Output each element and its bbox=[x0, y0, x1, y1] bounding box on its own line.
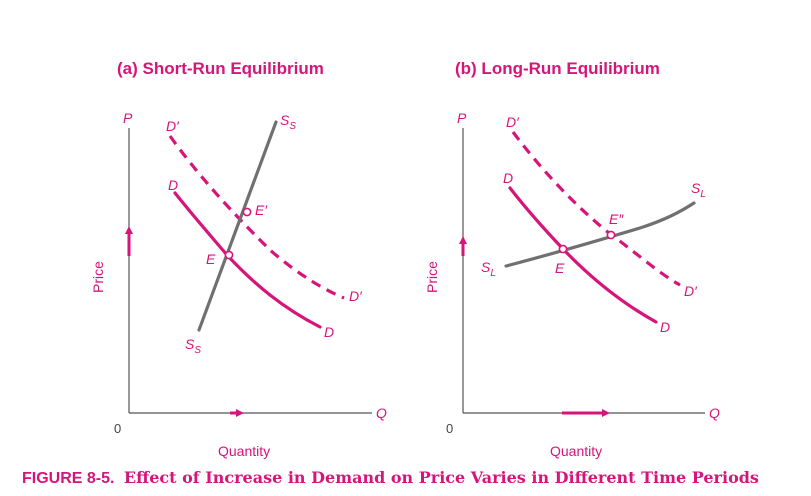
y-axis-title: Price bbox=[90, 261, 106, 293]
y-axis-letter: P bbox=[457, 110, 467, 126]
label-demand-new-top: D′ bbox=[166, 118, 180, 134]
label-equilibrium-e: E bbox=[555, 260, 565, 276]
figure-caption: FIGURE 8-5. Effect of Increase in Demand… bbox=[22, 468, 759, 487]
label-supply-right: SL bbox=[691, 180, 706, 200]
label-demand-new-end: D′ bbox=[684, 283, 698, 299]
panel-long-run: (b) Long-Run Equilibrium P Q 0 Quantity … bbox=[424, 59, 720, 459]
supply-curve-short-run bbox=[197, 120, 278, 332]
y-axis-letter: P bbox=[123, 110, 133, 126]
panel-title: (a) Short-Run Equilibrium bbox=[117, 59, 324, 78]
label-demand-new-top: D′ bbox=[506, 114, 520, 130]
equilibrium-point-e bbox=[558, 244, 568, 254]
panel-title: (b) Long-Run Equilibrium bbox=[455, 59, 660, 78]
label-equilibrium-e: E bbox=[206, 251, 216, 267]
equilibrium-point-e-double-prime bbox=[606, 230, 616, 240]
demand-curve-initial bbox=[508, 186, 658, 324]
label-supply-bottom: SS bbox=[185, 336, 201, 356]
x-axis-letter: Q bbox=[709, 405, 720, 421]
supply-curve-long-run bbox=[504, 201, 696, 268]
origin-label: 0 bbox=[446, 421, 453, 436]
label-equilibrium-e-double-prime: E″ bbox=[609, 211, 624, 227]
label-equilibrium-e-prime: E′ bbox=[255, 202, 268, 218]
demand-curve-new bbox=[511, 131, 681, 287]
equilibrium-point-e-prime bbox=[242, 207, 252, 217]
label-demand-top: D bbox=[168, 177, 178, 193]
panel-short-run: (a) Short-Run Equilibrium P Q 0 Quantity… bbox=[90, 59, 387, 459]
equilibrium-point-e bbox=[224, 250, 234, 260]
x-axis-title: Quantity bbox=[550, 443, 602, 459]
label-demand-end: D bbox=[660, 319, 670, 335]
label-demand-new-end: D′ bbox=[349, 288, 363, 304]
x-axis-title: Quantity bbox=[218, 443, 270, 459]
x-axis-letter: Q bbox=[376, 405, 387, 421]
label-demand-top: D bbox=[503, 170, 513, 186]
y-axis-title: Price bbox=[424, 261, 440, 293]
caption-label: FIGURE 8-5. bbox=[22, 470, 114, 487]
label-demand-end: D bbox=[324, 324, 334, 340]
caption-text: Effect of Increase in Demand on Price Va… bbox=[124, 468, 759, 487]
origin-label: 0 bbox=[114, 421, 121, 436]
label-supply-top: SS bbox=[280, 112, 296, 132]
label-supply-left: SL bbox=[481, 259, 496, 279]
